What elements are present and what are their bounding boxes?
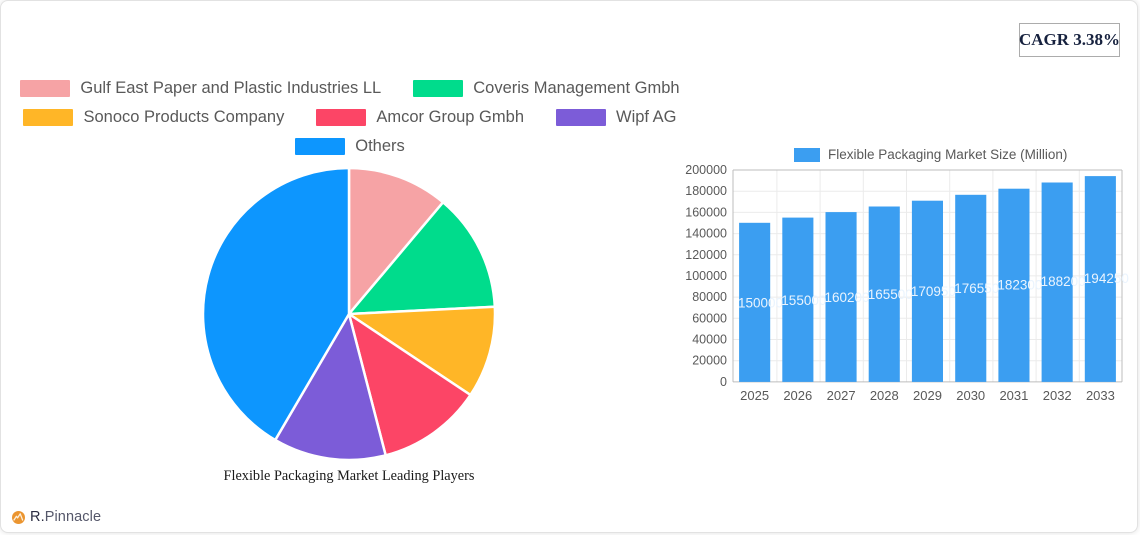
svg-text:2026: 2026 — [783, 388, 812, 403]
svg-text:150000: 150000 — [738, 296, 783, 311]
svg-text:180000: 180000 — [685, 184, 727, 198]
svg-text:2030: 2030 — [956, 388, 985, 403]
svg-text:2032: 2032 — [1043, 388, 1072, 403]
svg-text:165500: 165500 — [868, 287, 913, 302]
svg-text:170950: 170950 — [911, 284, 956, 299]
svg-text:188200: 188200 — [1041, 274, 1086, 289]
svg-text:160200: 160200 — [825, 290, 870, 305]
svg-text:2033: 2033 — [1086, 388, 1115, 403]
svg-text:0: 0 — [720, 375, 727, 389]
svg-text:140000: 140000 — [685, 227, 727, 241]
svg-text:2028: 2028 — [870, 388, 899, 403]
svg-text:40000: 40000 — [692, 333, 727, 347]
svg-text:176550: 176550 — [954, 281, 999, 296]
svg-text:155000: 155000 — [781, 293, 826, 308]
svg-text:2029: 2029 — [913, 388, 942, 403]
svg-text:182300: 182300 — [997, 278, 1042, 293]
svg-text:60000: 60000 — [692, 311, 727, 325]
svg-text:20000: 20000 — [692, 354, 727, 368]
svg-text:100000: 100000 — [685, 269, 727, 283]
svg-text:80000: 80000 — [692, 290, 727, 304]
svg-text:200000: 200000 — [685, 163, 727, 177]
svg-text:2025: 2025 — [740, 388, 769, 403]
svg-text:160000: 160000 — [685, 205, 727, 219]
svg-text:120000: 120000 — [685, 248, 727, 262]
svg-text:2031: 2031 — [999, 388, 1028, 403]
svg-text:194250: 194250 — [1084, 271, 1129, 286]
svg-text:2027: 2027 — [827, 388, 856, 403]
